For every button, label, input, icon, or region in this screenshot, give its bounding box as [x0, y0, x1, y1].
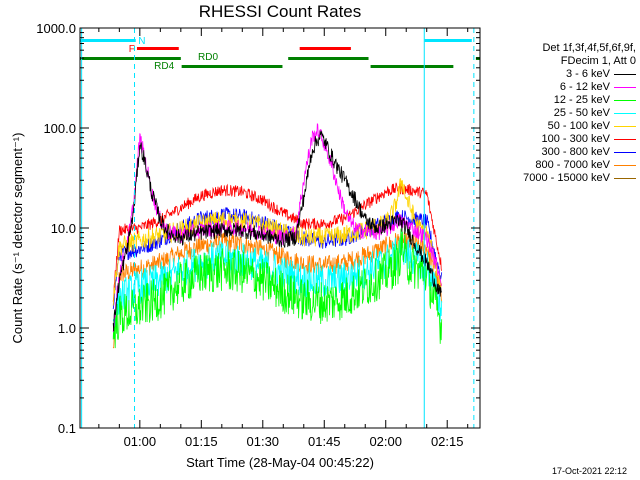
- legend-item-label: 100 - 300 keV: [541, 133, 611, 145]
- legend-item-label: 300 - 800 keV: [541, 146, 611, 158]
- attenuator-state-bar: [80, 39, 136, 42]
- legend-item: 6 - 12 keV: [482, 81, 638, 94]
- legend-item: 300 - 800 keV: [482, 146, 638, 159]
- legend: Det 1f,3f,4f,5f,6f,9f, FDecim 1, Att 0 3…: [482, 42, 638, 185]
- legend-header-line-1: Det 1f,3f,4f,5f,6f,9f,: [542, 42, 636, 54]
- rd0-flag-bar: [80, 57, 181, 60]
- legend-item: 100 - 300 keV: [482, 133, 638, 146]
- legend-item: 800 - 7000 keV: [482, 159, 638, 172]
- legend-item-label: 25 - 50 keV: [553, 107, 610, 119]
- rd4-label: RD4: [154, 61, 174, 72]
- legend-swatch: [614, 165, 636, 166]
- y-tick-label: 0.1: [58, 421, 76, 436]
- generated-timestamp: 17-Oct-2021 22:12: [552, 466, 628, 476]
- legend-swatch: [614, 113, 636, 114]
- y-tick-label: 100.0: [43, 121, 76, 136]
- x-axis-label: Start Time (28-May-04 00:45:22): [186, 455, 374, 470]
- legend-header-line-2: FDecim 1, Att 0: [560, 55, 636, 67]
- attenuator-label: N: [138, 36, 145, 47]
- legend-item-label: 50 - 100 keV: [547, 120, 610, 132]
- y-tick-label: 1000.0: [36, 21, 76, 36]
- attenuator-state-bar: [424, 39, 472, 42]
- legend-swatch: [614, 126, 636, 127]
- legend-item-label: 12 - 25 keV: [553, 94, 610, 106]
- x-tick-label: 01:15: [185, 434, 218, 449]
- legend-swatch: [614, 178, 636, 179]
- legend-item-label: 6 - 12 keV: [559, 81, 610, 93]
- legend-item: 25 - 50 keV: [482, 107, 638, 120]
- chart-title: RHESSI Count Rates: [198, 2, 362, 21]
- flare-flag-bar: [299, 47, 351, 50]
- legend-item-label: 7000 - 15000 keV: [523, 172, 610, 184]
- x-tick-label: 02:00: [369, 434, 402, 449]
- legend-swatch: [614, 100, 636, 101]
- y-tick-label: 10.0: [51, 221, 76, 236]
- legend-item-label: 800 - 7000 keV: [535, 159, 610, 171]
- flare-label: F: [129, 44, 135, 55]
- y-tick-label: 1.0: [58, 321, 76, 336]
- series-line: [112, 182, 443, 302]
- y-axis-label: Count Rate (s⁻¹ detector segment⁻¹): [10, 132, 25, 344]
- rd4-flag-bar: [181, 65, 283, 68]
- x-tick-label: 02:15: [431, 434, 464, 449]
- x-tick-label: 01:00: [124, 434, 157, 449]
- series-line: [112, 228, 443, 349]
- rd0-flag-bar: [288, 57, 369, 60]
- legend-swatch: [614, 87, 636, 88]
- legend-entries: 3 - 6 keV 6 - 12 keV 12 - 25 keV 25 - 50 ke…: [482, 68, 638, 185]
- rd4-flag-bar: [370, 65, 454, 68]
- legend-item-label: 3 - 6 keV: [565, 68, 610, 80]
- x-tick-label: 01:30: [247, 434, 280, 449]
- flare-flag-bar: [136, 47, 179, 50]
- legend-item: 3 - 6 keV: [482, 68, 638, 81]
- series-line: [112, 130, 442, 332]
- legend-swatch: [614, 152, 636, 153]
- legend-item: 50 - 100 keV: [482, 120, 638, 133]
- legend-item: 7000 - 15000 keV: [482, 172, 638, 185]
- legend-item: 12 - 25 keV: [482, 94, 638, 107]
- legend-swatch: [614, 74, 636, 75]
- legend-swatch: [614, 139, 636, 140]
- x-tick-label: 01:45: [308, 434, 341, 449]
- rd0-label: RD0: [198, 52, 218, 63]
